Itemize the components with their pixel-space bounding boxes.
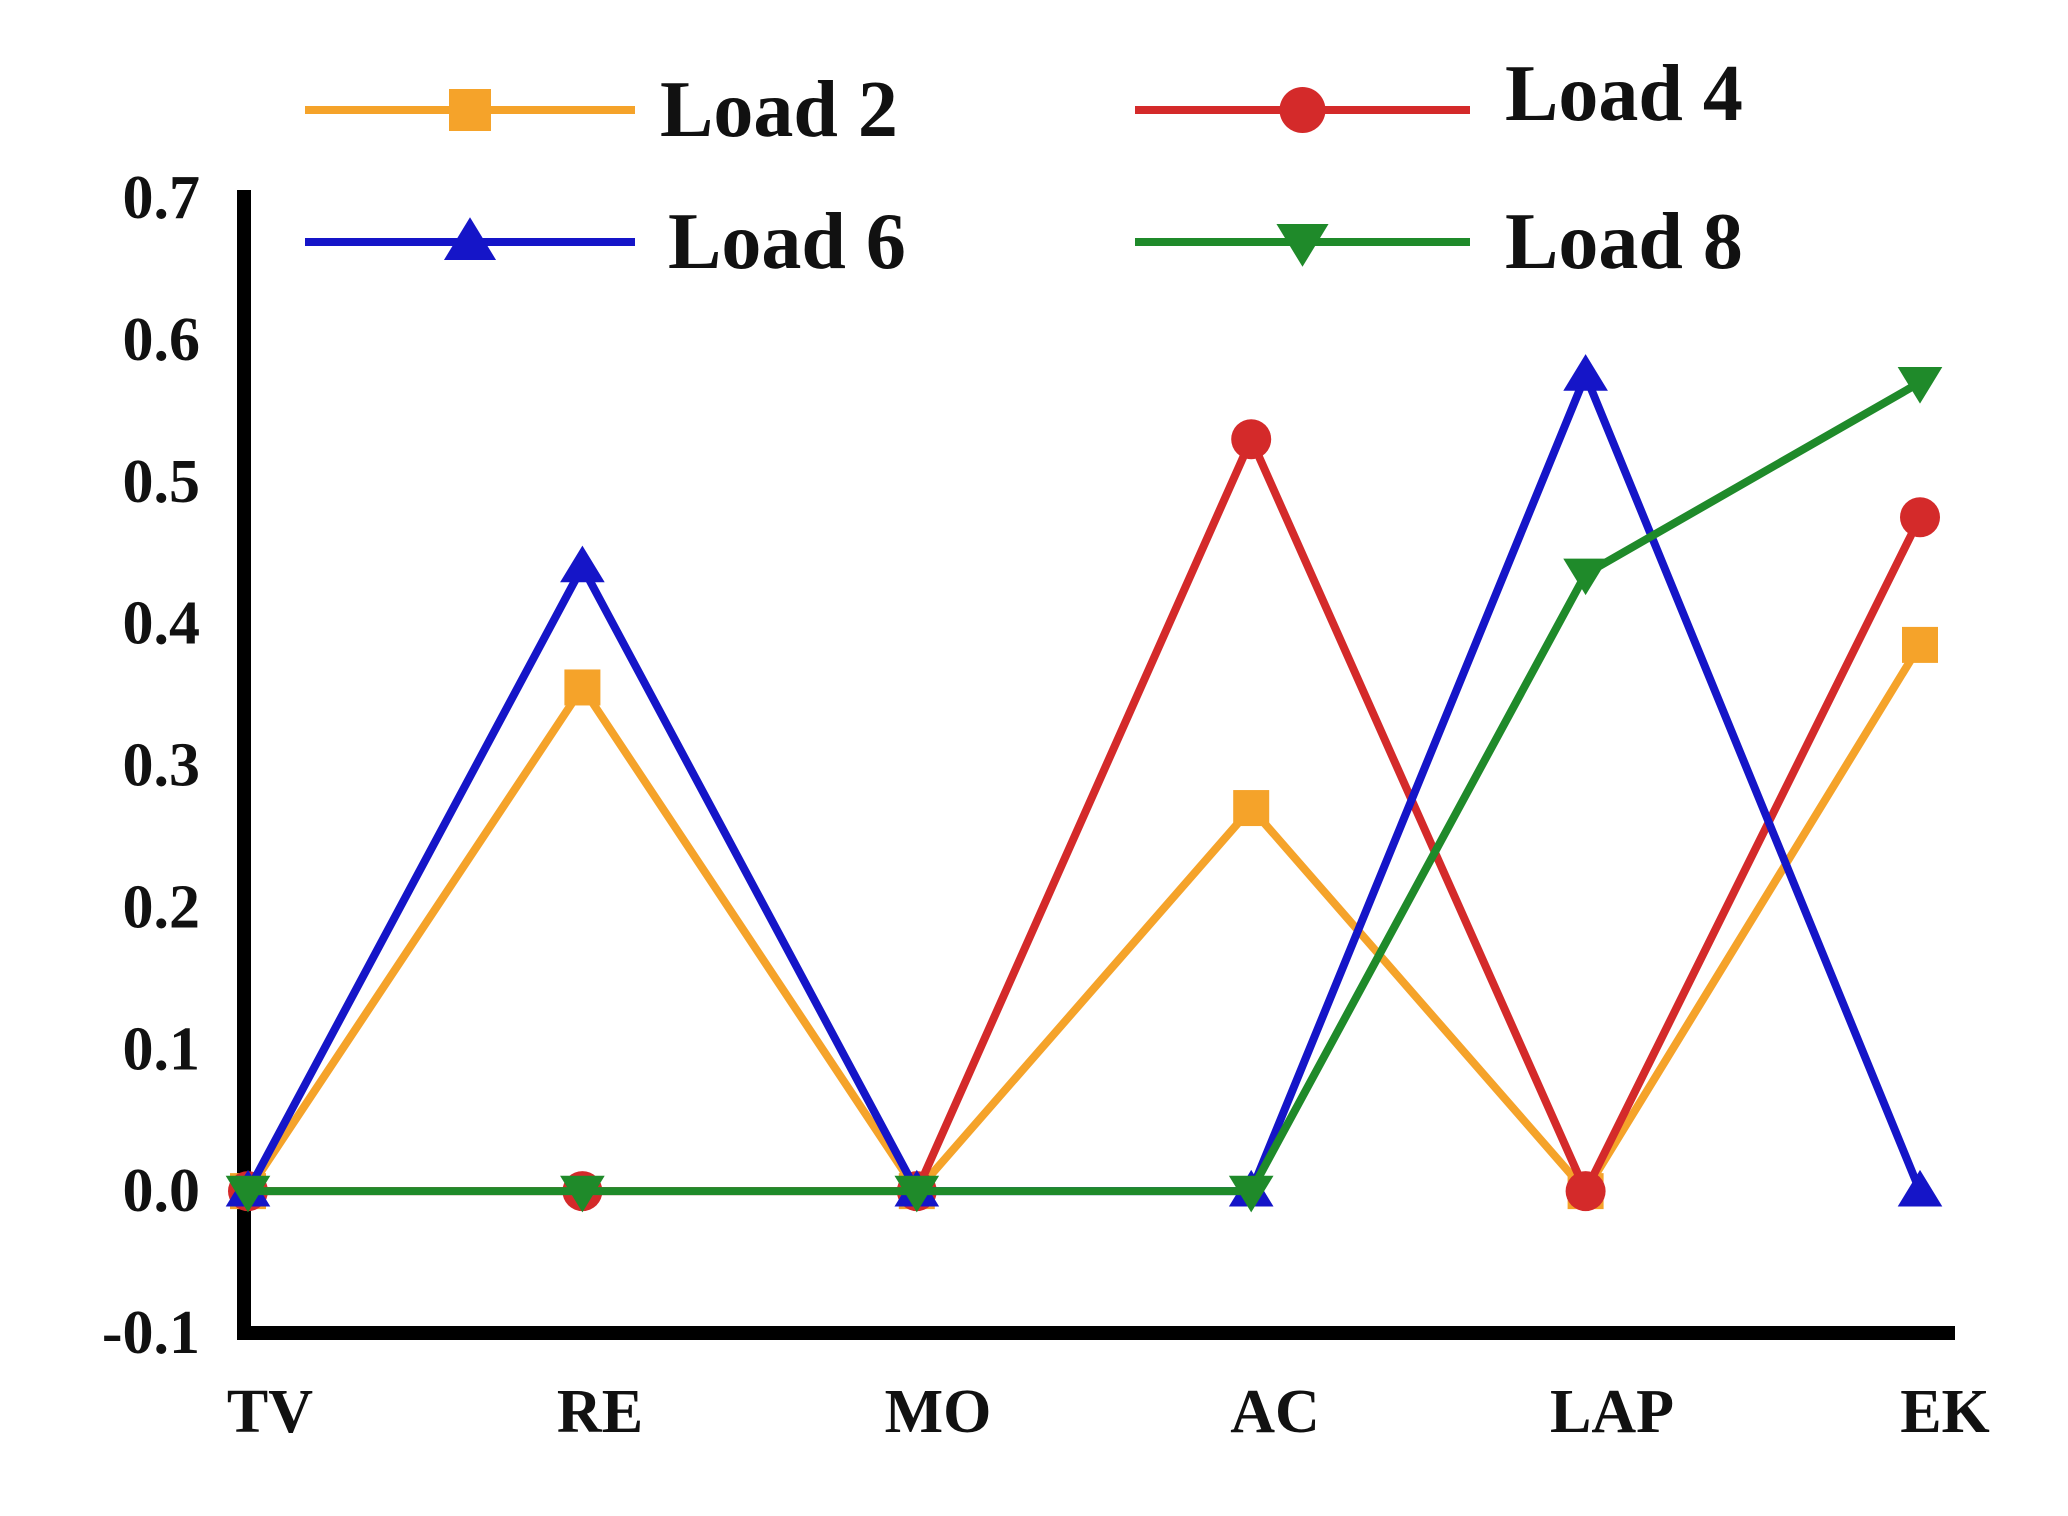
data-point-marker: [1902, 626, 1938, 663]
y-tick-label: 0.1: [123, 1015, 201, 1083]
data-point-marker: [1897, 367, 1943, 404]
data-point-marker: [1900, 497, 1940, 538]
data-point-marker: [560, 545, 605, 583]
x-tick-label: MO: [885, 1378, 992, 1446]
x-tick-label: LAP: [1550, 1378, 1674, 1446]
legend-entry: Load 6: [305, 198, 906, 286]
legend-marker: [443, 217, 497, 260]
legend-label: Load 8: [1505, 198, 1743, 286]
axes: [237, 190, 1955, 1340]
legend-entry: Load 8: [1135, 198, 1743, 286]
y-tick-label: 0.6: [123, 306, 201, 374]
legend-marker: [1279, 87, 1326, 133]
y-tick-labels: 0.7 0.6 0.5 0.4 0.3 0.2 0.1 0.0 -0.1: [102, 164, 200, 1367]
legend-marker: [1276, 224, 1329, 267]
data-point-marker: [564, 669, 601, 706]
series-layer: [225, 354, 1943, 1213]
series-load-6: [225, 354, 1943, 1207]
y-tick-label: 0.4: [123, 590, 201, 658]
y-tick-label: 0.5: [123, 448, 201, 516]
legend: Load 2 Load 4 Load 6 Load 8: [305, 50, 1743, 286]
data-point-marker: [1565, 1171, 1606, 1212]
legend-marker: [449, 89, 491, 131]
series-line: [244, 642, 1924, 1198]
series-line: [248, 378, 1922, 1196]
x-tick-label: AC: [1230, 1378, 1320, 1446]
legend-label: Load 2: [660, 66, 898, 154]
data-point-marker: [894, 1175, 940, 1213]
x-tick-label: TV: [227, 1378, 313, 1446]
y-tick-label: 0.3: [123, 732, 201, 800]
series-load-4: [228, 419, 1940, 1212]
series-load-2: [230, 626, 1938, 1210]
legend-label: Load 6: [668, 198, 906, 286]
x-tick-labels: TV RE MO AC LAP EK: [227, 1378, 1990, 1446]
data-point-marker: [1897, 1169, 1943, 1207]
y-tick-label: 0.2: [123, 873, 201, 941]
y-tick-label: 0.0: [123, 1157, 201, 1225]
data-point-marker: [225, 1175, 271, 1213]
legend-entry: Load 4: [1135, 50, 1743, 138]
data-point-marker: [1563, 558, 1608, 596]
legend-entry: Load 2: [305, 66, 898, 154]
y-tick-label: -0.1: [102, 1299, 200, 1367]
data-point-marker: [1233, 790, 1270, 827]
data-point-marker: [1231, 419, 1272, 460]
data-point-marker: [1563, 354, 1608, 391]
legend-label: Load 4: [1505, 50, 1743, 138]
data-point-marker: [1228, 1175, 1274, 1213]
y-tick-label: 0.7: [123, 164, 201, 232]
x-tick-label: EK: [1900, 1378, 1990, 1446]
series-load-8: [225, 367, 1943, 1213]
data-point-marker: [560, 1175, 605, 1213]
x-tick-label: RE: [557, 1378, 643, 1446]
series-line: [244, 364, 1924, 1196]
